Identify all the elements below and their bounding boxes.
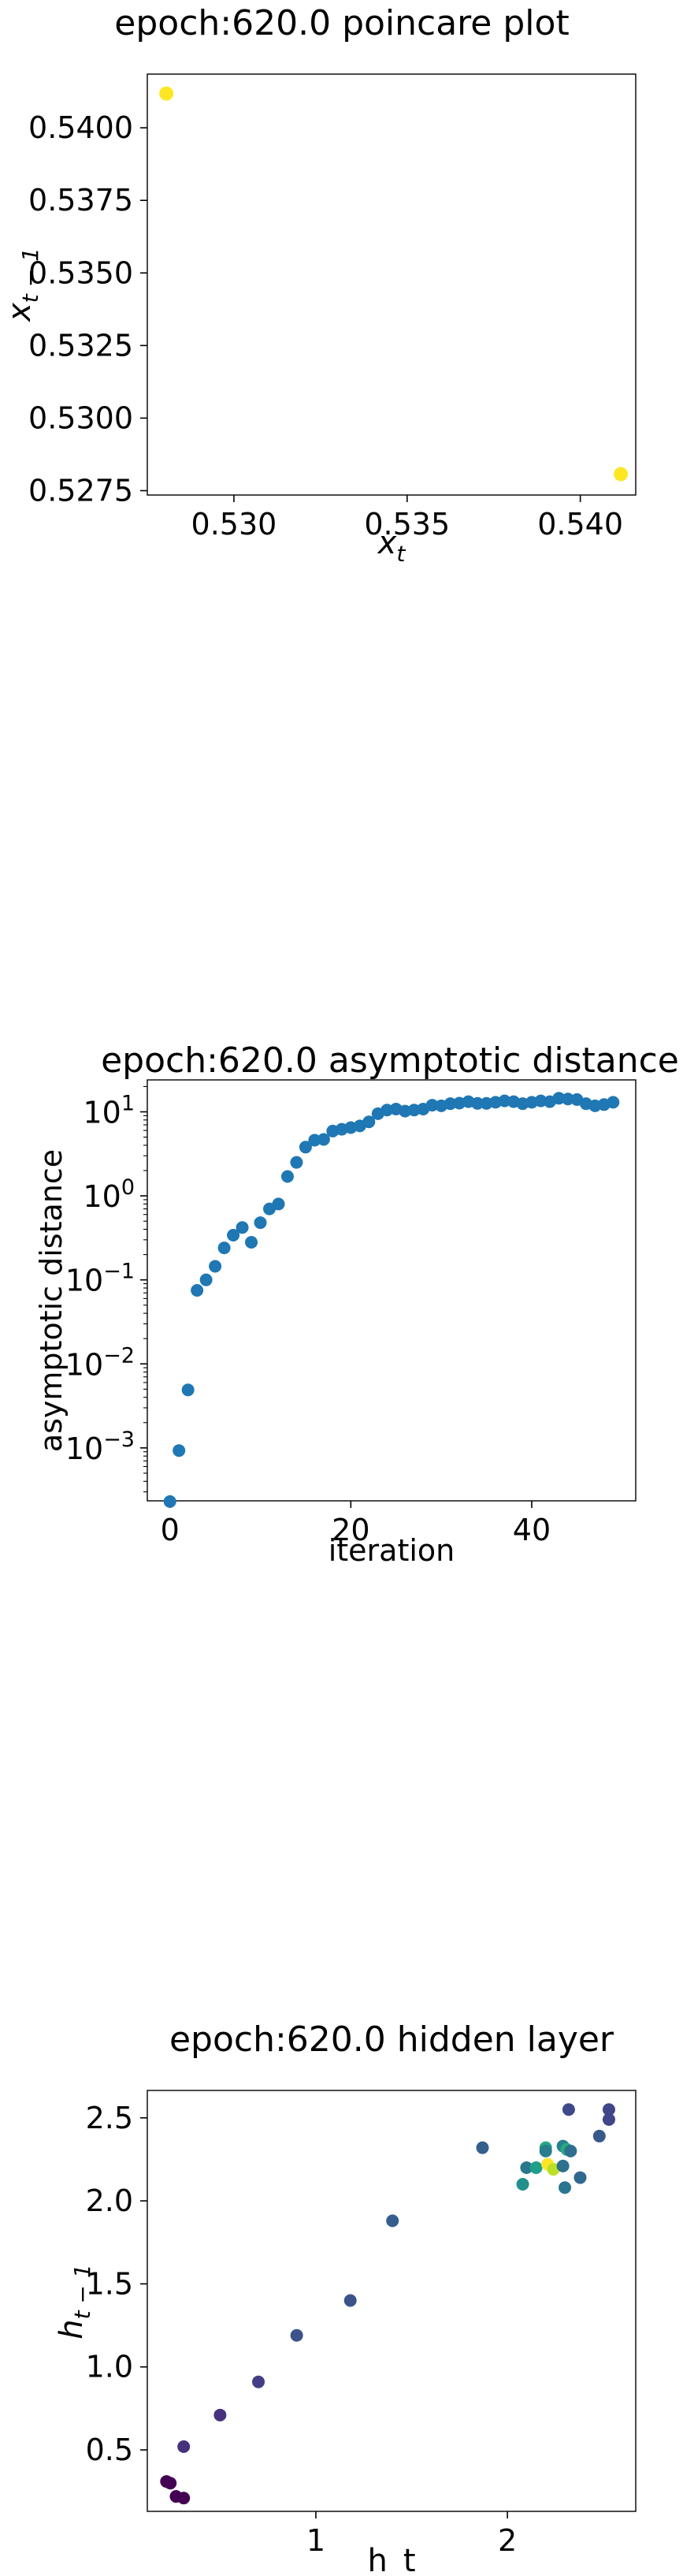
- data-point: [272, 1197, 285, 1211]
- y-tick-label: 10−1: [65, 1260, 135, 1298]
- y-tick-label: 1.0: [86, 2350, 133, 2384]
- data-point: [607, 1096, 620, 1109]
- data-point: [561, 1093, 574, 1106]
- data-point: [217, 1241, 231, 1255]
- y-tick-label: 0.5300: [28, 400, 133, 435]
- data-point: [539, 2144, 552, 2157]
- data-point: [290, 2328, 303, 2342]
- data-point: [317, 1133, 330, 1146]
- data-point: [209, 1260, 222, 1273]
- data-point: [386, 2214, 399, 2228]
- data-point: [199, 1273, 213, 1286]
- data-point: [516, 2178, 529, 2191]
- plot-frame: [147, 1079, 637, 1502]
- y-tick-label: 0.5275: [28, 473, 133, 508]
- data-point: [602, 2113, 615, 2126]
- y-tick-label: 101: [83, 1092, 135, 1130]
- x-tick-label: 40: [513, 1513, 551, 1547]
- y-tick-label: 10−3: [65, 1428, 135, 1466]
- chart-title: epoch:620.0 poincare plot: [114, 3, 569, 43]
- x-axis-label: iteration: [329, 1533, 455, 1568]
- data-point: [614, 467, 629, 482]
- data-point: [213, 2408, 227, 2422]
- data-point: [573, 2171, 587, 2184]
- data-point: [290, 1156, 303, 1169]
- data-point: [227, 1229, 240, 1242]
- data-point: [564, 2144, 577, 2157]
- y-tick-label: 0.5: [86, 2433, 133, 2467]
- data-point: [245, 1236, 258, 1249]
- data-point: [308, 1134, 321, 1147]
- data-point: [173, 1444, 186, 1457]
- data-point: [252, 2375, 265, 2388]
- y-axis: 0.5275 0.5300 0.5325 0.5350 0.5375 0.5400: [28, 110, 147, 508]
- data-points: [163, 1092, 620, 1508]
- x-axis: 0.530 0.535 0.540: [191, 495, 623, 542]
- data-point: [547, 2163, 560, 2176]
- y-tick-label: 0.5400: [28, 110, 133, 145]
- data-point: [362, 1115, 376, 1129]
- y-tick-label: 2.0: [86, 2183, 133, 2218]
- x-tick-label: 2: [498, 2523, 517, 2558]
- data-point: [476, 2141, 489, 2154]
- x-axis: 0 20 40: [161, 1501, 551, 1547]
- y-axis: 10−3 10−2 10−1 100 101: [65, 1085, 147, 1493]
- data-point: [343, 2294, 357, 2307]
- data-point: [559, 2181, 572, 2194]
- y-tick-label: 2.5: [86, 2101, 133, 2135]
- y-axis-label: asymptotic distance: [34, 1149, 69, 1452]
- data-point: [236, 1221, 249, 1234]
- data-point: [163, 1495, 176, 1508]
- y-tick-label: 0.5350: [28, 255, 133, 290]
- data-point: [444, 1097, 457, 1111]
- x-tick-label: 0.540: [537, 507, 623, 542]
- data-points: [160, 2103, 615, 2505]
- x-axis-label: h_t: [367, 2543, 415, 2576]
- data-points: [159, 86, 629, 482]
- data-point: [602, 2103, 615, 2116]
- data-point: [562, 2103, 575, 2116]
- data-point: [520, 2161, 533, 2174]
- y-axis-label: xt − 1: [2, 248, 43, 323]
- data-point: [299, 1141, 312, 1154]
- data-point: [177, 2440, 191, 2453]
- y-axis: 0.5 1.0 1.5 2.0 2.5: [86, 2101, 147, 2467]
- x-tick-label: 0.535: [364, 507, 450, 542]
- data-point: [181, 1383, 195, 1397]
- data-point: [280, 1170, 294, 1183]
- data-point: [425, 1099, 439, 1112]
- x-tick-label: 0: [161, 1513, 180, 1547]
- data-point: [159, 86, 174, 101]
- y-tick-label: 0.5325: [28, 328, 133, 363]
- data-point: [191, 1283, 204, 1297]
- data-point: [556, 2159, 570, 2172]
- data-point: [471, 1096, 484, 1110]
- y-tick-label: 0.5375: [28, 183, 133, 218]
- data-point: [498, 1094, 511, 1107]
- y-tick-label: 10−2: [65, 1343, 135, 1382]
- data-point: [592, 2129, 606, 2142]
- x-tick-label: 1: [306, 2523, 325, 2558]
- chart-title: epoch:620.0 hidden layer: [169, 2019, 614, 2060]
- plot-frame: [147, 73, 637, 496]
- x-tick-label: 0.530: [191, 507, 277, 542]
- y-tick-label: 1.5: [86, 2266, 133, 2301]
- data-point: [177, 2492, 191, 2505]
- asymptotic-distance-plot: epoch:620.0 asymptotic distance 0 20 40 10…: [34, 1040, 679, 1568]
- chart-title: epoch:620.0 asymptotic distance: [101, 1040, 679, 1081]
- poincare-plot: epoch:620.0 poincare plot 0.530 0.535 0.54…: [2, 3, 637, 567]
- data-point: [254, 1216, 267, 1230]
- y-axis-label: ht − 1: [54, 2264, 95, 2339]
- data-point: [529, 2161, 543, 2174]
- data-point: [552, 1092, 566, 1105]
- x-tick-label: 20: [332, 1513, 369, 1547]
- data-point: [164, 2477, 177, 2490]
- data-point: [534, 1094, 548, 1107]
- plot-frame: [147, 2090, 637, 2512]
- y-tick-label: 100: [83, 1175, 135, 1214]
- x-axis-label: xt: [377, 525, 406, 567]
